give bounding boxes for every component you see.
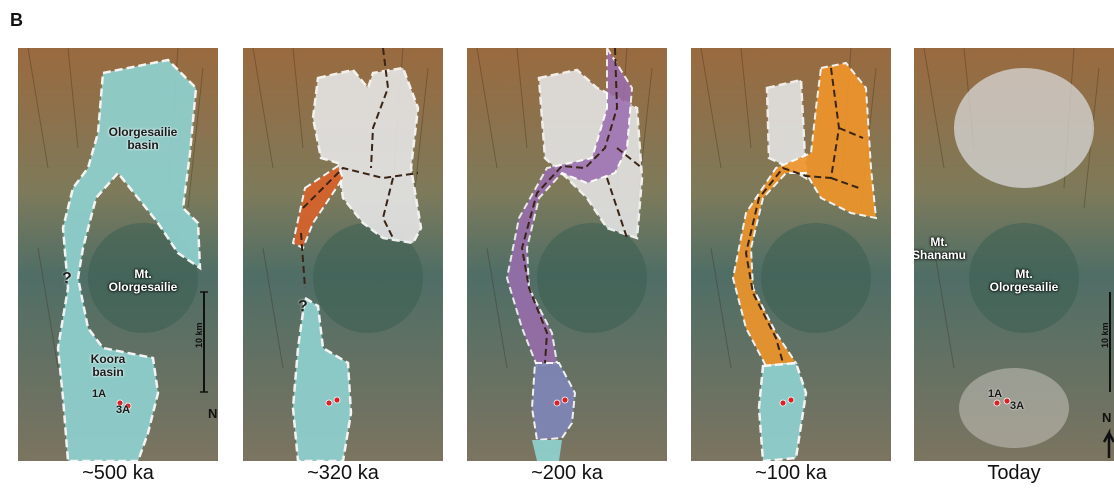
map-panel-320ka: ? — [243, 48, 443, 461]
label-site-1a: 1A — [92, 388, 107, 400]
terrain-map-200ka — [467, 48, 667, 461]
caption-320ka: ~320 ka — [307, 462, 379, 484]
label-mt-shanamu: Mt. Shanamu — [914, 235, 966, 262]
map-panel-500ka: Olorgesailie basin Mt. Olorgesailie Koor… — [18, 48, 218, 461]
scale-bar-label: 10 km — [194, 322, 204, 348]
terrain-map-100ka — [691, 48, 891, 461]
terrain-map-500ka — [18, 48, 218, 461]
south-basin — [291, 295, 353, 461]
caption-200ka: ~200 ka — [531, 462, 603, 484]
terrain-map-320ka — [243, 48, 443, 461]
uncertain-connection-marker: ? — [298, 298, 308, 315]
label-site-3a: 3A — [116, 404, 131, 416]
map-panel-200ka — [467, 48, 667, 461]
label-mt-olorgesailie: Mt. Olorgesailie — [989, 267, 1059, 294]
figure-panel-letter: B — [10, 10, 23, 30]
caption-500ka: ~500 ka — [82, 462, 154, 484]
south-basin-lower — [532, 440, 562, 461]
terrain-map-today — [914, 48, 1114, 461]
channel-orange — [731, 61, 878, 368]
label-site-1a: 1A — [988, 388, 1003, 400]
label-olorgesailie-basin: Olorgesailie basin — [108, 125, 178, 152]
site-marker-3a — [124, 402, 132, 410]
uncertain-connection-marker: ? — [62, 270, 72, 287]
site-marker-1a — [116, 399, 124, 407]
map-panel-100ka — [691, 48, 891, 461]
north-arrow-label: N — [1102, 410, 1112, 425]
scale-bar-label: 10 km — [1100, 322, 1110, 348]
north-arrow-label: N — [208, 406, 218, 421]
south-basin — [757, 361, 808, 461]
relict-lake-north — [311, 66, 423, 245]
caption-100ka: ~100 ka — [755, 462, 827, 484]
paleolake-olorgesailie — [56, 58, 202, 461]
caption-today: Today — [987, 462, 1041, 484]
south-basin — [530, 362, 577, 442]
channel-red — [291, 164, 345, 250]
north-arrow — [1102, 428, 1114, 458]
channel-purple — [505, 48, 634, 368]
label-site-3a: 3A — [1010, 400, 1025, 412]
map-panel-today: Mt. Shanamu Mt. Olorgesailie 1A 3A 10 km… — [914, 48, 1114, 461]
label-mt-olorgesailie: Mt. Olorgesailie — [108, 267, 178, 294]
label-koora-basin: Koora basin — [90, 352, 126, 379]
